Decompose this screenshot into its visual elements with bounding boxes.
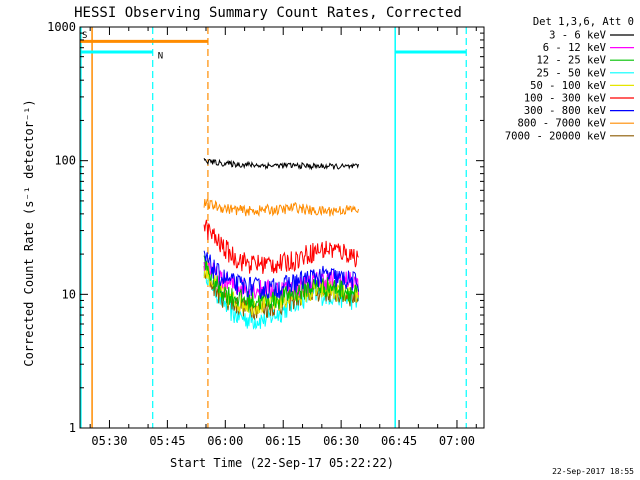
annotation-label-9: S — [82, 31, 87, 41]
legend-label-3: 25 - 50 keV — [536, 67, 606, 79]
legend-label-2: 12 - 25 keV — [536, 55, 606, 67]
y-tick-label-0: 1 — [69, 421, 76, 435]
series-line-0 — [203, 158, 359, 171]
x-tick-label-5: 06:45 — [381, 434, 417, 448]
legend-label-7: 800 - 7000 keV — [517, 118, 606, 130]
y-axis-label: Corrected Count Rate (s⁻¹ detector⁻¹) — [22, 99, 36, 366]
timestamp-label: 22-Sep-2017 18:55 — [552, 467, 634, 476]
legend-label-5: 100 - 300 keV — [524, 93, 607, 105]
series-line-6 — [203, 250, 359, 300]
legend-label-0: 3 - 6 keV — [549, 30, 607, 42]
legend-header: Det 1,3,6, Att 0 — [533, 16, 634, 28]
legend-label-6: 300 - 800 keV — [524, 105, 607, 117]
legend-label-8: 7000 - 20000 keV — [505, 130, 607, 142]
x-tick-label-6: 07:00 — [439, 434, 475, 448]
plot-area: SN — [80, 27, 467, 428]
x-tick-label-1: 05:45 — [149, 434, 185, 448]
plot-frame — [79, 26, 485, 429]
annotation-label-10: N — [158, 52, 163, 62]
series-line-7 — [203, 198, 359, 218]
axes: 1 10 100 1000 05:30 05:45 06:00 06:15 06:30 06:45… — [47, 20, 484, 448]
series-line-5 — [203, 219, 359, 274]
chart-title: HESSI Observing Summary Count Rates, Cor… — [74, 5, 462, 21]
y-tick-label-3: 1000 — [47, 20, 76, 34]
x-tick-label-0: 05:30 — [91, 434, 127, 448]
x-axis-label: Start Time (22-Sep-17 05:22:22) — [170, 456, 394, 470]
x-tick-label-4: 06:30 — [323, 434, 359, 448]
y-tick-label-1: 10 — [62, 287, 76, 301]
x-tick-label-2: 06:00 — [207, 434, 243, 448]
y-tick-label-2: 100 — [54, 154, 76, 168]
legend-label-1: 6 - 12 keV — [543, 42, 607, 54]
x-tick-label-3: 06:15 — [265, 434, 301, 448]
legend-label-4: 50 - 100 keV — [530, 80, 607, 92]
